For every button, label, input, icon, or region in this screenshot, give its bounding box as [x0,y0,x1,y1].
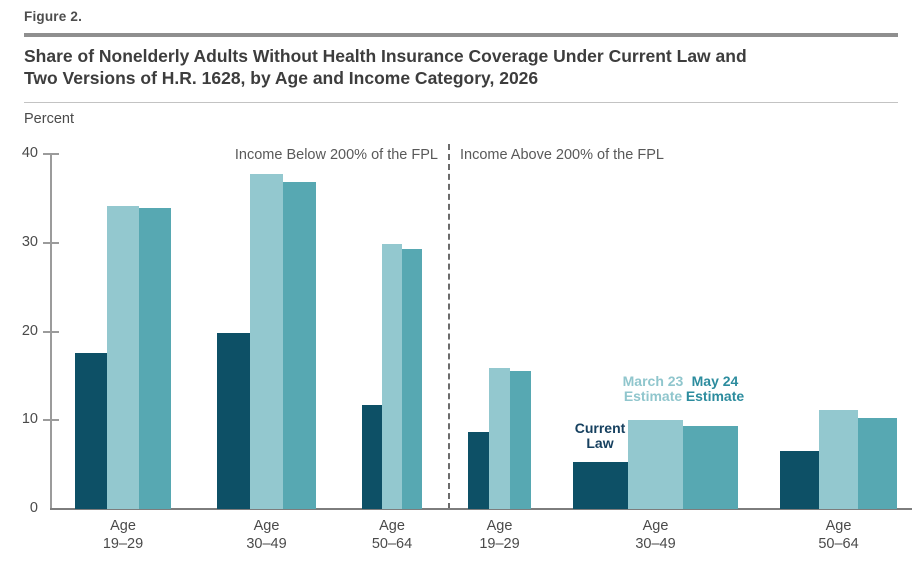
bar-chart-plot-area: Income Below 200% of the FPL Income Abov… [22,144,912,552]
x-axis-label-line: 50–64 [371,536,413,552]
y-axis-tick-label-10: 10 [21,411,38,428]
bar-may_24_estimate-age-30-49-group-5 [683,425,738,509]
x-axis-label-line: Age [253,518,280,534]
section-label-income-below-200-fpl: Income Below 200% of the FPL [234,147,438,163]
y-axis-tick-label-20: 20 [21,322,38,339]
x-axis-label-line: Age [825,518,852,534]
series-label-line: Current [574,420,626,436]
y-axis-unit-label: Percent [24,111,74,127]
bar-current_law-age-50-64-group-3 [362,405,382,509]
series-label-march-23: March 23 Estimate [583,374,723,404]
y-axis-tick-20 [43,330,59,333]
header-thin-rule [24,102,898,103]
x-axis-label-line: Age [110,518,136,534]
x-axis-label-line: 19–29 [102,536,144,552]
series-label-may-24: May 24 Estimate [645,374,785,404]
bar-current_law-age-19-29-group-4 [468,431,489,509]
x-axis-label-line: 19–29 [479,536,520,552]
y-axis-tick-30 [43,241,59,244]
y-axis-tick-10 [43,419,59,422]
bar-group-income-above-200-of-the-fpl-age-19-29 [468,367,531,509]
bar-march_23_estimate-age-30-49-group-2 [250,173,283,509]
chart-title-line-2: Two Versions of H.R. 1628, by Age and In… [24,68,539,88]
bar-group-income-above-200-of-the-fpl-age-30-49 [573,420,738,509]
bar-may_24_estimate-age-19-29-group-4 [510,371,531,509]
x-axis-label-line: Age [642,518,669,534]
income-section-divider-line [448,144,450,509]
bar-march_23_estimate-age-50-64-group-6 [819,409,858,509]
bar-group-income-above-200-of-the-fpl-age-50-64 [780,409,897,509]
bar-may_24_estimate-age-50-64-group-6 [858,417,897,509]
series-label-line: May 24 [691,373,739,389]
bar-group-income-below-200-of-the-fpl-age-50-64 [362,243,422,509]
x-axis-label-line: 30–49 [246,536,287,552]
series-label-line: Estimate [685,388,745,404]
chart-title: Share of Nonelderly Adults Without Healt… [24,45,904,89]
x-axis-label-line: Age [379,518,405,534]
x-axis-label-age-50-64-group-3: Age 50–64 [332,517,452,553]
x-axis-label-age-19-29-group-1: Age 19–29 [63,517,183,553]
bar-may_24_estimate-age-50-64-group-3 [402,248,422,509]
x-axis-label-line: 30–49 [635,536,676,552]
series-label-line: Estimate [623,388,683,404]
y-axis-tick-label-0: 0 [29,500,38,516]
figure-number-label: Figure 2. [24,9,83,24]
bar-current_law-age-19-29-group-1 [75,352,107,509]
series-label-current-law: Current Law [530,421,670,451]
x-axis-baseline [50,508,912,510]
series-label-line: Law [586,435,614,451]
bar-current_law-age-30-49-group-2 [217,333,250,509]
header-thick-rule [24,33,898,37]
bar-march_23_estimate-age-30-49-group-5 [628,420,683,509]
bar-may_24_estimate-age-19-29-group-1 [139,208,171,509]
bar-march_23_estimate-age-19-29-group-1 [107,206,139,509]
y-axis-tick-label-40: 40 [21,145,38,161]
y-axis-tick-40 [43,153,59,155]
series-label-line: March 23 [622,373,684,389]
chart-title-line-1: Share of Nonelderly Adults Without Healt… [24,46,747,66]
x-axis-label-age-30-49-group-5: Age 30–49 [596,517,716,553]
x-axis-label-line: Age [486,518,513,534]
bar-may_24_estimate-age-30-49-group-2 [283,181,316,509]
x-axis-label-age-19-29-group-4: Age 19–29 [440,517,560,553]
x-axis-label-age-30-49-group-2: Age 30–49 [207,517,327,553]
bar-march_23_estimate-age-19-29-group-4 [489,367,510,509]
bar-march_23_estimate-age-50-64-group-3 [382,243,402,509]
section-label-income-above-200-fpl: Income Above 200% of the FPL [460,147,664,163]
x-axis-label-line: 50–64 [818,536,859,552]
bar-current_law-age-50-64-group-6 [780,451,819,509]
bar-current_law-age-30-49-group-5 [573,461,628,509]
y-axis-tick-label-30: 30 [21,233,38,250]
bar-group-income-below-200-of-the-fpl-age-19-29 [75,206,171,509]
x-axis-label-age-50-64-group-6: Age 50–64 [779,517,899,553]
bar-group-income-below-200-of-the-fpl-age-30-49 [217,173,316,509]
